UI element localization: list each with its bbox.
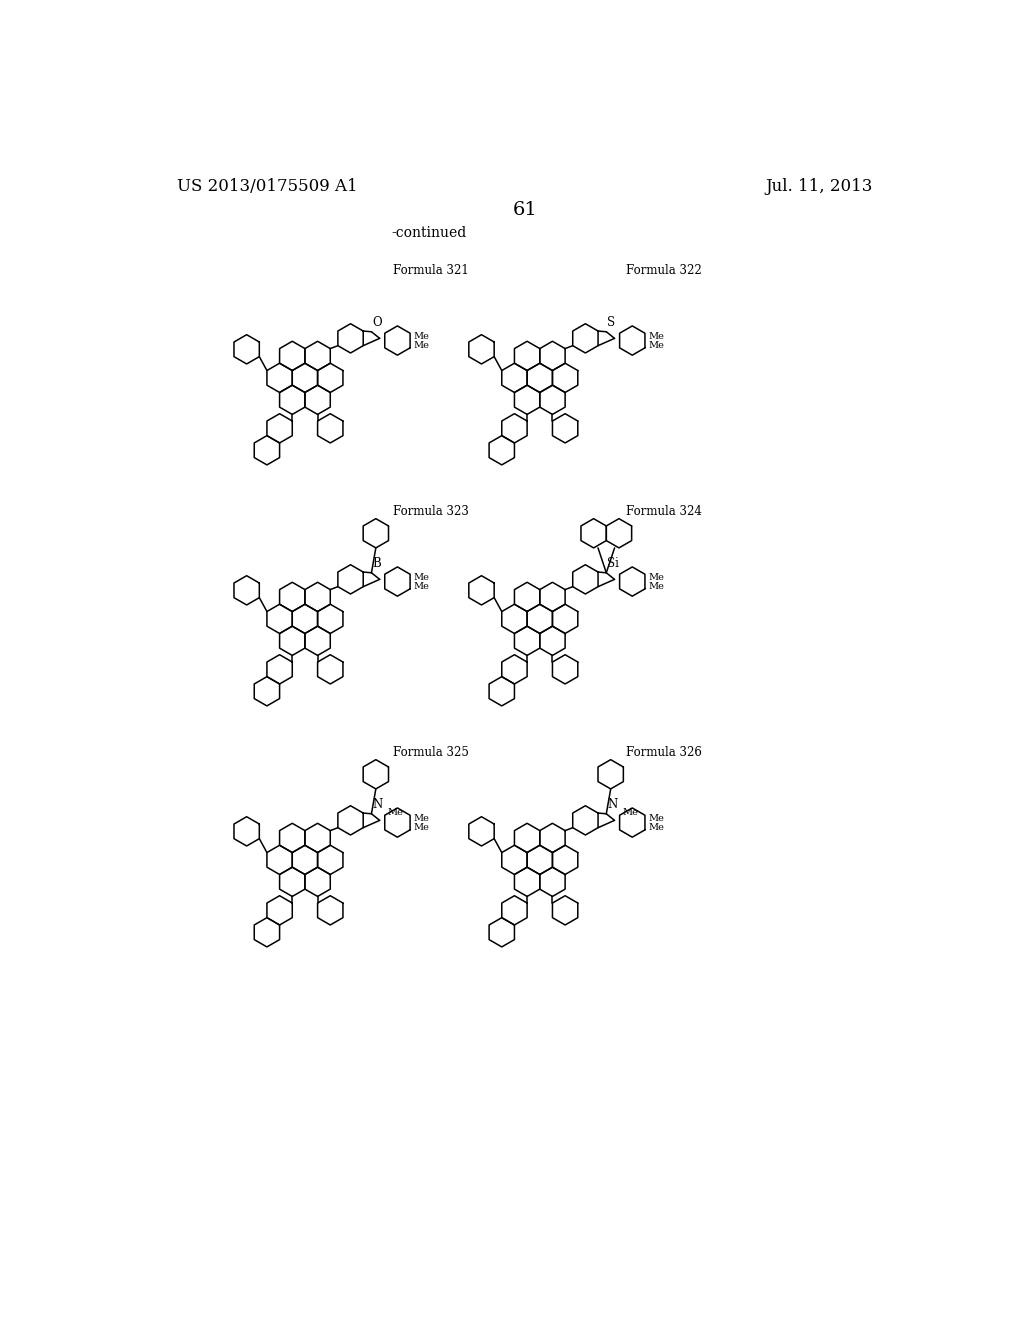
Text: B: B [372,557,381,570]
Text: Me: Me [387,808,403,817]
Text: Jul. 11, 2013: Jul. 11, 2013 [766,178,872,194]
Text: Si: Si [607,557,618,570]
Text: Me: Me [648,824,665,832]
Text: Me: Me [414,814,429,824]
Text: Formula 322: Formula 322 [627,264,702,277]
Text: S: S [607,317,615,330]
Text: O: O [372,317,382,330]
Text: Me: Me [648,814,665,824]
Text: Me: Me [648,582,665,591]
Text: Me: Me [414,333,429,342]
Text: Me: Me [623,808,638,817]
Text: Formula 325: Formula 325 [393,746,469,759]
Text: Me: Me [648,341,665,350]
Text: Me: Me [648,333,665,342]
Text: -continued: -continued [392,226,467,240]
Text: N: N [607,799,617,812]
Text: Formula 323: Formula 323 [393,506,469,517]
Text: Me: Me [414,824,429,832]
Text: Formula 324: Formula 324 [627,506,702,517]
Text: Me: Me [414,341,429,350]
Text: Me: Me [414,573,429,582]
Text: 61: 61 [512,201,538,219]
Text: Formula 321: Formula 321 [393,264,469,277]
Text: Me: Me [414,582,429,591]
Text: N: N [372,799,383,812]
Text: Formula 326: Formula 326 [627,746,702,759]
Text: Me: Me [648,573,665,582]
Text: US 2013/0175509 A1: US 2013/0175509 A1 [177,178,357,194]
